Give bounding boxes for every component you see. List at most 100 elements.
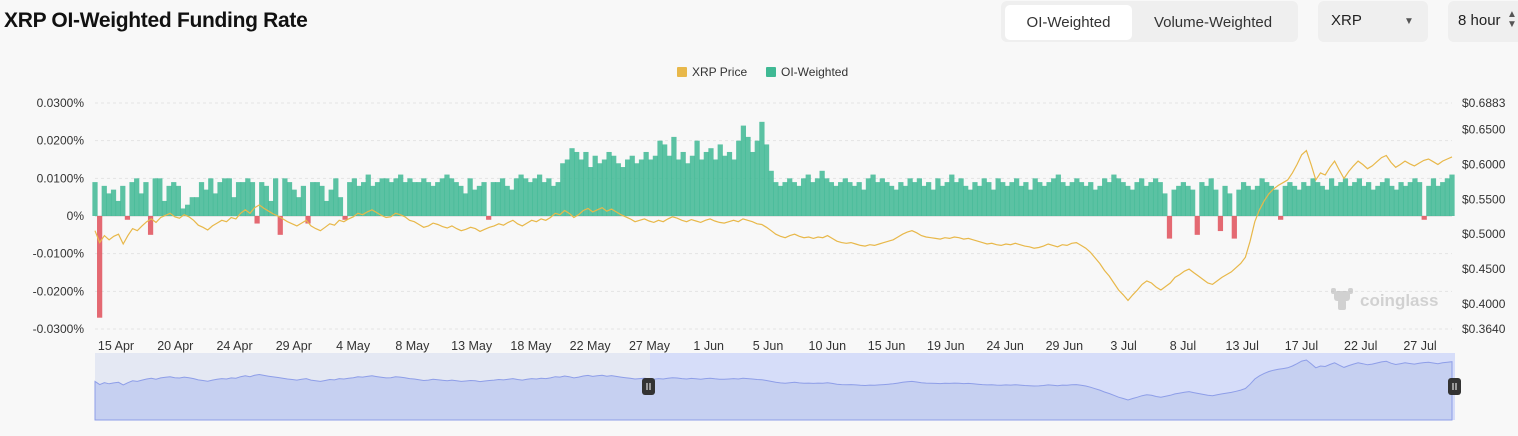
funding-bar-positive (374, 182, 381, 216)
funding-bar-negative (342, 216, 348, 220)
funding-bar-positive (296, 197, 302, 216)
funding-bar-positive (1180, 182, 1186, 216)
x-tick-label: 15 Apr (98, 339, 134, 353)
navigator-left-handle[interactable] (642, 378, 655, 395)
funding-bar-positive (1120, 182, 1126, 216)
funding-bar-positive (314, 182, 320, 216)
funding-bar-positive (1324, 189, 1330, 216)
funding-bar-positive (875, 182, 881, 216)
tab-volume-weighted[interactable]: Volume-Weighted (1153, 14, 1273, 31)
y-left-tick-label: 0.0300% (37, 96, 85, 110)
y-left-tick-label: 0.0100% (37, 171, 85, 185)
navigator-right-handle[interactable] (1448, 378, 1461, 395)
funding-bar-positive (411, 182, 418, 216)
funding-bar-positive (1435, 185, 1441, 216)
funding-bar-positive (134, 178, 140, 216)
funding-bar-positive (1014, 178, 1020, 216)
funding-bar-positive (138, 193, 144, 216)
funding-bar-positive (1315, 182, 1321, 216)
x-tick-label: 8 Jul (1170, 339, 1196, 353)
funding-bar-positive (1319, 185, 1325, 216)
funding-bar-positive (416, 182, 422, 216)
funding-bar-positive (814, 178, 821, 216)
funding-bar-positive (777, 185, 784, 216)
funding-bar-positive (963, 185, 969, 216)
coin-select[interactable]: XRP ▼ (1318, 1, 1428, 42)
funding-bar-positive (587, 167, 594, 216)
y-left-tick-label: -0.0300% (33, 322, 85, 336)
funding-bar-positive (1389, 185, 1395, 216)
funding-bar-negative (1166, 216, 1173, 239)
y-left-tick-label: -0.0200% (33, 284, 85, 298)
interval-select-value: 8 hour (1458, 12, 1501, 29)
funding-bar-positive (550, 185, 557, 216)
funding-bar-positive (1412, 178, 1418, 216)
funding-bar-positive (967, 189, 973, 216)
x-tick-label: 22 May (570, 339, 612, 353)
funding-bar-positive (893, 189, 899, 216)
funding-bar-positive (222, 178, 228, 216)
funding-bar-positive (273, 178, 279, 216)
funding-bar-positive (1361, 185, 1367, 216)
funding-bar-positive (212, 193, 219, 216)
funding-bar-negative (486, 216, 492, 220)
funding-bar-positive (361, 182, 367, 216)
funding-bar-positive (462, 193, 469, 216)
funding-bar-positive (1416, 182, 1423, 216)
funding-bar-positive (259, 182, 265, 216)
funding-bar-positive (629, 155, 635, 216)
funding-bar-positive (449, 178, 455, 216)
funding-bar-positive (898, 182, 904, 216)
x-tick-label: 13 Jul (1226, 339, 1259, 353)
funding-bar-positive (1074, 178, 1080, 216)
funding-bar-positive (180, 208, 186, 216)
x-tick-label: 29 Apr (276, 339, 312, 353)
funding-bar-positive (467, 178, 473, 216)
funding-bar-positive (1092, 189, 1098, 216)
funding-bar-positive (634, 163, 640, 216)
funding-bar-positive (1032, 178, 1038, 216)
funding-bar-positive (472, 189, 478, 216)
funding-bar-positive (611, 155, 617, 216)
funding-bar-positive (143, 182, 149, 216)
funding-bar-positive (1245, 185, 1251, 216)
funding-bar-positive (458, 185, 464, 216)
funding-bar-positive (328, 189, 334, 216)
funding-bar-positive (1449, 174, 1455, 216)
funding-bar-positive (1060, 182, 1066, 216)
tab-oi-weighted[interactable]: OI-Weighted (1005, 5, 1132, 40)
funding-bar-positive (578, 159, 584, 216)
funding-bar-positive (523, 178, 529, 216)
funding-bar-positive (1102, 178, 1108, 216)
funding-bar-positive (388, 182, 395, 216)
navigator-price-area (94, 359, 1453, 421)
funding-bar-positive (245, 178, 251, 216)
funding-bar-positive (194, 197, 200, 216)
funding-bar-positive (1250, 189, 1256, 216)
funding-bar-positive (263, 185, 269, 216)
funding-bar-positive (323, 200, 330, 216)
funding-bar-positive (1009, 182, 1015, 216)
funding-bar-positive (1430, 178, 1437, 216)
funding-bar-positive (1064, 185, 1071, 216)
funding-bar-positive (926, 182, 932, 216)
funding-bar-positive (1440, 182, 1446, 216)
funding-bar-positive (981, 178, 987, 216)
funding-bar-positive (300, 185, 307, 216)
funding-bar-positive (662, 144, 668, 216)
funding-bar-positive (333, 178, 339, 216)
funding-bar-positive (842, 178, 848, 216)
funding-bar-positive (439, 178, 445, 216)
funding-bar-positive (699, 159, 705, 216)
funding-bar-positive (888, 185, 895, 216)
interval-select[interactable]: 8 hour ▲ ▼ (1448, 1, 1518, 42)
funding-bar-positive (1051, 178, 1057, 216)
legend-label-oi: OI-Weighted (781, 65, 848, 79)
funding-bar-positive (171, 182, 177, 216)
funding-bar-positive (1046, 182, 1052, 216)
funding-bar-positive (838, 182, 844, 216)
funding-bar-positive (435, 182, 441, 216)
funding-bar-positive (1305, 185, 1312, 216)
funding-bar-positive (564, 159, 571, 216)
funding-bar-positive (560, 163, 566, 216)
